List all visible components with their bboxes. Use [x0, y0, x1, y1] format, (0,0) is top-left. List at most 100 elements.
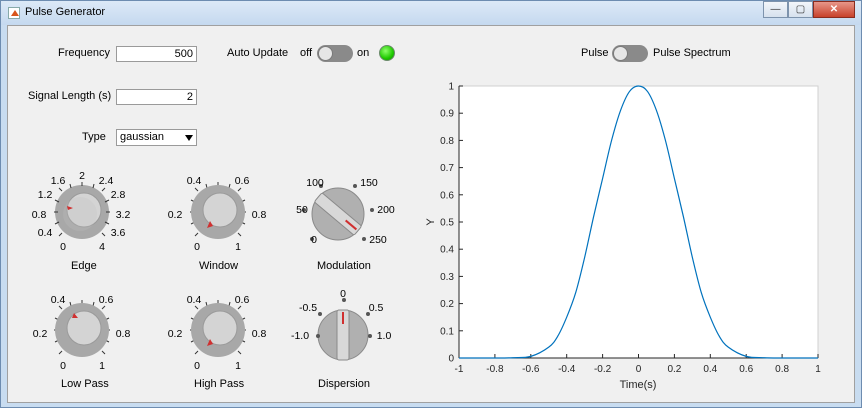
auto-update-switch[interactable] — [317, 45, 353, 62]
pulse-chart[interactable]: 0 0.1 0.2 0.3 0.4 0.5 0.6 0.7 0.8 0.9 1 -1 -0.8 -0.6… — [418, 76, 844, 396]
x-tick-label: 0.2 — [667, 364, 681, 375]
pulse-spectrum-label: Pulse Spectrum — [653, 47, 731, 59]
minimize-button[interactable]: — — [763, 1, 788, 18]
signal-length-field[interactable]: 2 — [116, 89, 197, 105]
y-tick-label: 0.9 — [440, 109, 454, 120]
x-axis-label: Time(s) — [620, 379, 657, 391]
modulation-option-label: 100 — [306, 177, 324, 189]
high-pass-tick-label: 1 — [235, 360, 241, 372]
frequency-label: Frequency — [58, 47, 110, 59]
window-tick-label: 1 — [235, 241, 241, 253]
y-tick-label: 0.3 — [440, 272, 454, 283]
low-pass-tick-label: 0.8 — [115, 328, 131, 340]
modulation-position-dots — [302, 184, 374, 241]
y-tick-label: 0 — [448, 354, 454, 365]
high-pass-knob-label: High Pass — [194, 378, 245, 390]
dispersion-option-label: -1.0 — [290, 330, 310, 342]
window-title: Pulse Generator — [25, 6, 106, 18]
maximize-button[interactable]: ▢ — [788, 1, 813, 18]
y-axis-label: Y — [425, 218, 437, 226]
high-pass-tick-label: 0.6 — [234, 294, 250, 306]
type-dropdown[interactable]: gaussian — [116, 129, 197, 146]
pulse-label: Pulse — [581, 47, 609, 59]
edge-tick-label: 0 — [60, 241, 66, 253]
title-bar[interactable]: Pulse Generator — ▢ ✕ — [1, 1, 861, 25]
y-tick-label: 0.5 — [440, 218, 454, 229]
dispersion-option-label: -0.5 — [298, 302, 318, 314]
pulse-spectrum-switch[interactable] — [612, 45, 648, 62]
y-tick-label: 0.2 — [440, 299, 454, 310]
x-tick-label: 1 — [815, 364, 821, 375]
window-knob-label: Window — [199, 260, 239, 272]
y-tick-label: 0.8 — [440, 136, 454, 147]
x-tick-label: -0.2 — [594, 364, 612, 375]
x-tick-label: -0.8 — [486, 364, 504, 375]
edge-tick-label: 3.2 — [115, 209, 131, 221]
modulation-option-label: 200 — [377, 204, 395, 216]
modulation-switch-label: Modulation — [317, 260, 371, 272]
window-tick-label: 0 — [194, 241, 200, 253]
x-tick-label: -0.6 — [522, 364, 540, 375]
y-tick-label: 1 — [448, 82, 454, 93]
edge-tick-label: 1.2 — [37, 189, 53, 201]
modulation-option-label: 250 — [369, 234, 387, 246]
x-tick-label: -0.4 — [558, 364, 576, 375]
dispersion-option-label: 0.5 — [368, 302, 384, 314]
y-tick-label: 0.6 — [440, 190, 454, 201]
dispersion-option-label: 1.0 — [376, 330, 392, 342]
edge-knob-label: Edge — [71, 260, 97, 272]
low-pass-knob-label: Low Pass — [61, 378, 109, 390]
high-pass-tick-label: 0.4 — [186, 294, 202, 306]
high-pass-knob[interactable] — [190, 302, 246, 358]
modulation-option-label: 150 — [360, 177, 378, 189]
edge-tick-label: 0.8 — [31, 209, 47, 221]
type-dropdown-value: gaussian — [120, 131, 165, 143]
status-lamp — [379, 45, 395, 61]
dispersion-option-label: 0 — [340, 288, 346, 300]
window-tick-label: 0.4 — [186, 175, 202, 187]
dispersion-position-dots — [316, 298, 372, 338]
x-tick-label: -1 — [455, 364, 464, 375]
low-pass-tick-label: 1 — [99, 360, 105, 372]
edge-tick-label: 3.6 — [110, 227, 126, 239]
high-pass-tick-label: 0 — [194, 360, 200, 372]
edge-tick-label: 2 — [79, 170, 85, 182]
plot-area — [458, 85, 819, 359]
window-tick-label: 0.6 — [234, 175, 250, 187]
edge-tick-marks — [54, 182, 110, 237]
switch-knob — [318, 46, 333, 61]
close-button[interactable]: ✕ — [813, 1, 855, 18]
frequency-field[interactable]: 500 — [116, 46, 197, 62]
auto-update-off-label: off — [300, 47, 313, 59]
low-pass-tick-label: 0.2 — [32, 328, 48, 340]
high-pass-tick-label: 0.8 — [251, 328, 267, 340]
window-tick-label: 0.8 — [251, 209, 267, 221]
low-pass-knob[interactable] — [54, 302, 110, 358]
figure-panel: Frequency 500 Auto Update off on Signal … — [7, 25, 855, 403]
modulation-option-label: 50 — [296, 204, 308, 216]
y-tick-label: 0.4 — [440, 245, 454, 256]
low-pass-tick-label: 0.6 — [98, 294, 114, 306]
chevron-down-icon — [185, 135, 193, 141]
edge-tick-label: 0.4 — [37, 227, 53, 239]
edge-tick-label: 4 — [99, 241, 105, 253]
low-pass-tick-label: 0.4 — [50, 294, 66, 306]
matlab-icon — [8, 7, 20, 19]
edge-tick-label: 1.6 — [50, 175, 66, 187]
edge-knob[interactable] — [54, 184, 110, 240]
low-pass-tick-label: 0 — [60, 360, 66, 372]
dispersion-switch-label: Dispersion — [318, 378, 370, 390]
switch-knob — [613, 46, 628, 61]
modulation-switch[interactable] — [310, 186, 366, 242]
high-pass-tick-label: 0.2 — [167, 328, 183, 340]
x-tick-label: 0.4 — [703, 364, 717, 375]
window-tick-label: 0.2 — [167, 209, 183, 221]
y-tick-label: 0.7 — [440, 163, 454, 174]
modulation-option-label: 0 — [311, 234, 317, 246]
type-label: Type — [82, 131, 106, 143]
y-tick-label: 0.1 — [440, 326, 454, 337]
auto-update-label: Auto Update — [227, 47, 289, 59]
auto-update-on-label: on — [357, 47, 370, 59]
window-knob[interactable] — [190, 184, 246, 240]
